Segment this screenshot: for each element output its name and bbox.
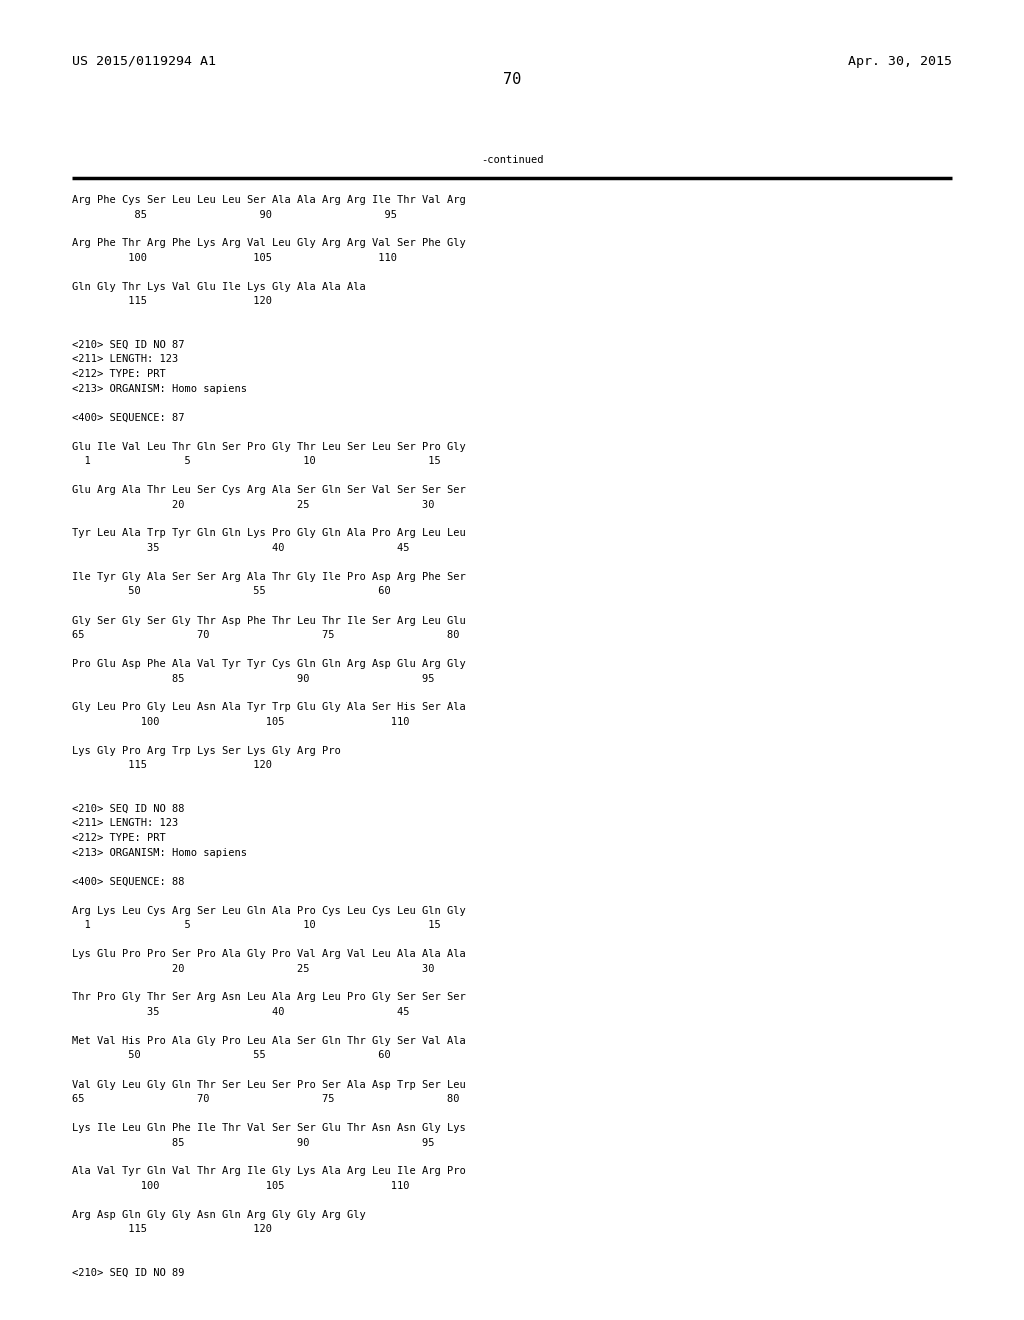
Text: <211> LENGTH: 123: <211> LENGTH: 123 [72,818,178,829]
Text: Glu Arg Ala Thr Leu Ser Cys Arg Ala Ser Gln Ser Val Ser Ser Ser: Glu Arg Ala Thr Leu Ser Cys Arg Ala Ser … [72,484,466,495]
Text: Lys Ile Leu Gln Phe Ile Thr Val Ser Ser Glu Thr Asn Asn Gly Lys: Lys Ile Leu Gln Phe Ile Thr Val Ser Ser … [72,1123,466,1133]
Text: 85                  90                  95: 85 90 95 [72,210,397,219]
Text: <210> SEQ ID NO 88: <210> SEQ ID NO 88 [72,804,184,814]
Text: 65                  70                  75                  80: 65 70 75 80 [72,630,460,640]
Text: <400> SEQUENCE: 88: <400> SEQUENCE: 88 [72,876,184,887]
Text: 85                  90                  95: 85 90 95 [72,1138,434,1147]
Text: 50                  55                  60: 50 55 60 [72,586,391,597]
Text: Met Val His Pro Ala Gly Pro Leu Ala Ser Gln Thr Gly Ser Val Ala: Met Val His Pro Ala Gly Pro Leu Ala Ser … [72,1036,466,1045]
Text: Ile Tyr Gly Ala Ser Ser Arg Ala Thr Gly Ile Pro Asp Arg Phe Ser: Ile Tyr Gly Ala Ser Ser Arg Ala Thr Gly … [72,572,466,582]
Text: 100                 105                 110: 100 105 110 [72,717,410,727]
Text: 100                 105                 110: 100 105 110 [72,1181,410,1191]
Text: 85                  90                  95: 85 90 95 [72,673,434,684]
Text: 35                  40                  45: 35 40 45 [72,1007,410,1016]
Text: Pro Glu Asp Phe Ala Val Tyr Tyr Cys Gln Gln Arg Asp Glu Arg Gly: Pro Glu Asp Phe Ala Val Tyr Tyr Cys Gln … [72,659,466,669]
Text: <212> TYPE: PRT: <212> TYPE: PRT [72,370,166,379]
Text: Apr. 30, 2015: Apr. 30, 2015 [848,55,952,69]
Text: 115                 120: 115 120 [72,297,272,306]
Text: Arg Phe Cys Ser Leu Leu Leu Ser Ala Ala Arg Arg Ile Thr Val Arg: Arg Phe Cys Ser Leu Leu Leu Ser Ala Ala … [72,195,466,205]
Text: <213> ORGANISM: Homo sapiens: <213> ORGANISM: Homo sapiens [72,847,247,858]
Text: 65                  70                  75                  80: 65 70 75 80 [72,1094,460,1104]
Text: Gln Gly Thr Lys Val Glu Ile Lys Gly Ala Ala Ala: Gln Gly Thr Lys Val Glu Ile Lys Gly Ala … [72,282,366,292]
Text: <212> TYPE: PRT: <212> TYPE: PRT [72,833,166,843]
Text: US 2015/0119294 A1: US 2015/0119294 A1 [72,55,216,69]
Text: 115                 120: 115 120 [72,1225,272,1234]
Text: 20                  25                  30: 20 25 30 [72,499,434,510]
Text: 1               5                  10                  15: 1 5 10 15 [72,920,440,931]
Text: <213> ORGANISM: Homo sapiens: <213> ORGANISM: Homo sapiens [72,384,247,393]
Text: <210> SEQ ID NO 87: <210> SEQ ID NO 87 [72,341,184,350]
Text: Thr Pro Gly Thr Ser Arg Asn Leu Ala Arg Leu Pro Gly Ser Ser Ser: Thr Pro Gly Thr Ser Arg Asn Leu Ala Arg … [72,993,466,1002]
Text: Gly Ser Gly Ser Gly Thr Asp Phe Thr Leu Thr Ile Ser Arg Leu Glu: Gly Ser Gly Ser Gly Thr Asp Phe Thr Leu … [72,615,466,626]
Text: Lys Gly Pro Arg Trp Lys Ser Lys Gly Arg Pro: Lys Gly Pro Arg Trp Lys Ser Lys Gly Arg … [72,746,341,756]
Text: Gly Leu Pro Gly Leu Asn Ala Tyr Trp Glu Gly Ala Ser His Ser Ala: Gly Leu Pro Gly Leu Asn Ala Tyr Trp Glu … [72,702,466,713]
Text: 100                 105                 110: 100 105 110 [72,253,397,263]
Text: 20                  25                  30: 20 25 30 [72,964,434,974]
Text: Glu Ile Val Leu Thr Gln Ser Pro Gly Thr Leu Ser Leu Ser Pro Gly: Glu Ile Val Leu Thr Gln Ser Pro Gly Thr … [72,441,466,451]
Text: -continued: -continued [480,154,544,165]
Text: <400> SEQUENCE: 87: <400> SEQUENCE: 87 [72,412,184,422]
Text: 35                  40                  45: 35 40 45 [72,543,410,553]
Text: 70: 70 [503,73,521,87]
Text: Arg Phe Thr Arg Phe Lys Arg Val Leu Gly Arg Arg Val Ser Phe Gly: Arg Phe Thr Arg Phe Lys Arg Val Leu Gly … [72,239,466,248]
Text: Ala Val Tyr Gln Val Thr Arg Ile Gly Lys Ala Arg Leu Ile Arg Pro: Ala Val Tyr Gln Val Thr Arg Ile Gly Lys … [72,1167,466,1176]
Text: <210> SEQ ID NO 89: <210> SEQ ID NO 89 [72,1269,184,1278]
Text: Lys Glu Pro Pro Ser Pro Ala Gly Pro Val Arg Val Leu Ala Ala Ala: Lys Glu Pro Pro Ser Pro Ala Gly Pro Val … [72,949,466,960]
Text: 115                 120: 115 120 [72,760,272,771]
Text: 50                  55                  60: 50 55 60 [72,1051,391,1060]
Text: Val Gly Leu Gly Gln Thr Ser Leu Ser Pro Ser Ala Asp Trp Ser Leu: Val Gly Leu Gly Gln Thr Ser Leu Ser Pro … [72,1080,466,1089]
Text: Arg Asp Gln Gly Gly Asn Gln Arg Gly Gly Arg Gly: Arg Asp Gln Gly Gly Asn Gln Arg Gly Gly … [72,1210,366,1220]
Text: <211> LENGTH: 123: <211> LENGTH: 123 [72,355,178,364]
Text: Arg Lys Leu Cys Arg Ser Leu Gln Ala Pro Cys Leu Cys Leu Gln Gly: Arg Lys Leu Cys Arg Ser Leu Gln Ala Pro … [72,906,466,916]
Text: 1               5                  10                  15: 1 5 10 15 [72,455,440,466]
Text: Tyr Leu Ala Trp Tyr Gln Gln Lys Pro Gly Gln Ala Pro Arg Leu Leu: Tyr Leu Ala Trp Tyr Gln Gln Lys Pro Gly … [72,528,466,539]
